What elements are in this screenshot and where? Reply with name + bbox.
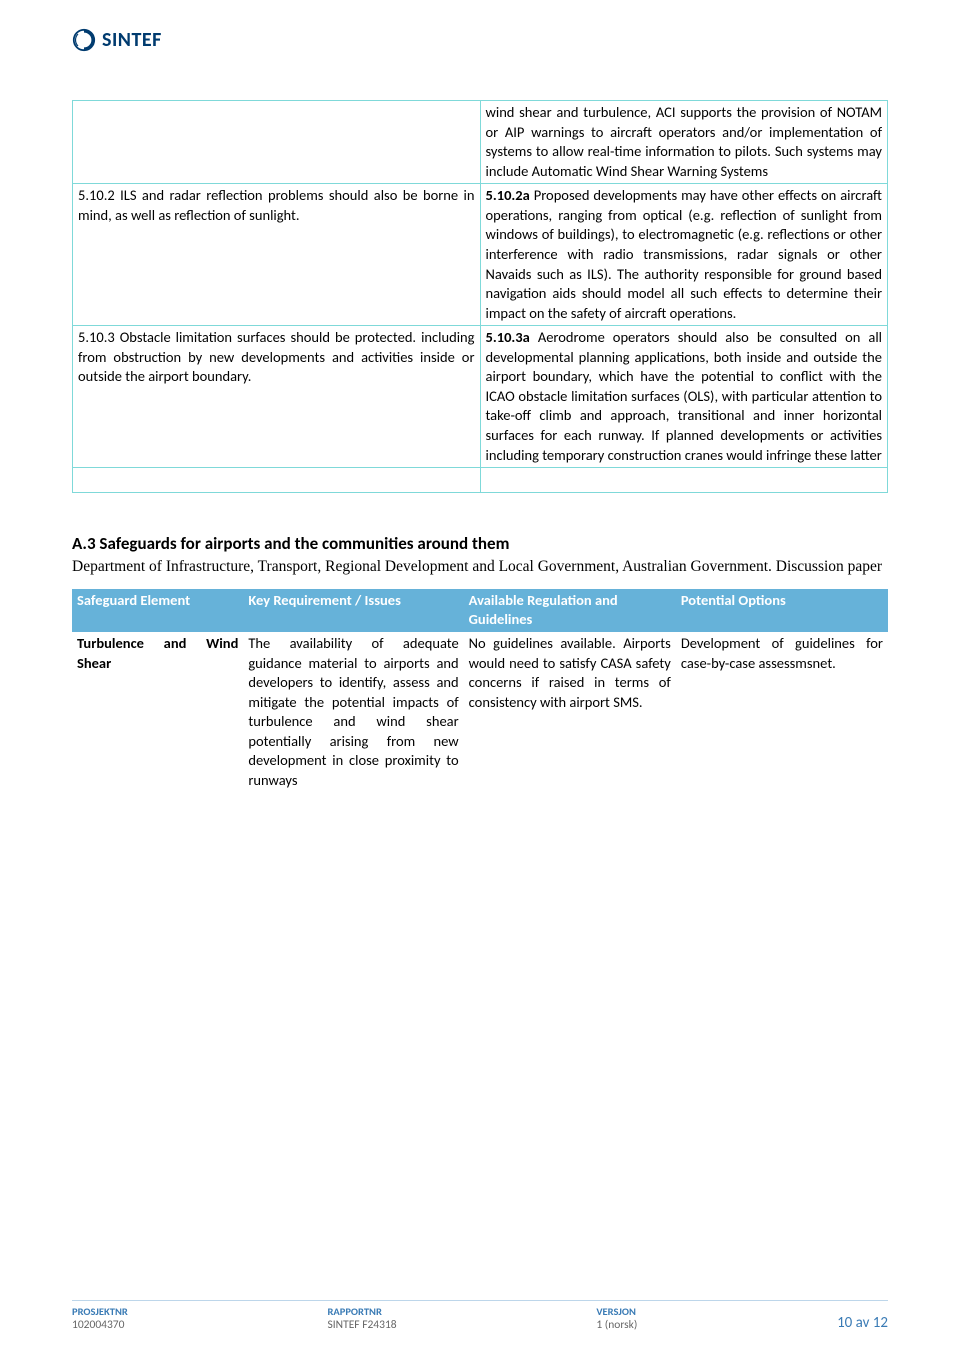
col-header: Key Requirement / Issues <box>243 589 463 632</box>
guidance-table: wind shear and turbulence, ACI supports … <box>72 100 888 493</box>
ref-label: 5.10.2a <box>486 186 530 204</box>
logo: SINTEF <box>72 28 888 52</box>
footer-label: VERSJON <box>596 1305 637 1318</box>
cell: The availability of adequate guidance ma… <box>243 632 463 793</box>
footer-label: RAPPORTNR <box>327 1305 396 1318</box>
footer-value: 102004370 <box>72 1318 128 1332</box>
table-row: 5.10.3 Obstacle limitation surfaces shou… <box>73 326 888 468</box>
cell: Turbulence and Wind Shear <box>72 632 243 793</box>
sintef-ring-icon <box>72 28 96 52</box>
cell-text: Proposed developments may have other eff… <box>486 186 883 321</box>
table-row: 5.10.2 ILS and radar reflection problems… <box>73 184 888 326</box>
col-header: Safeguard Element <box>72 589 243 632</box>
cell: Development of guidelines for case-by-ca… <box>676 632 888 793</box>
cell-left <box>73 468 481 493</box>
safeguard-table: Safeguard Element Key Requirement / Issu… <box>72 589 888 793</box>
section-subheading: Department of Infrastructure, Transport,… <box>72 557 888 577</box>
cell-left: 5.10.2 ILS and radar reflection problems… <box>73 184 481 326</box>
footer-value: 1 (norsk) <box>596 1318 637 1332</box>
table-row: Turbulence and Wind Shear The availabili… <box>72 632 888 793</box>
table-header-row: Safeguard Element Key Requirement / Issu… <box>72 589 888 632</box>
cell-left <box>73 101 481 184</box>
logo-text: SINTEF <box>102 28 162 52</box>
table-row: wind shear and turbulence, ACI supports … <box>73 101 888 184</box>
cell-right: 5.10.3a Aerodrome operators should also … <box>480 326 888 468</box>
cell-left: 5.10.3 Obstacle limitation surfaces shou… <box>73 326 481 468</box>
footer-col-project: PROSJEKTNR 102004370 <box>72 1305 128 1332</box>
cell-right <box>480 468 888 493</box>
cell-right: 5.10.2a Proposed developments may have o… <box>480 184 888 326</box>
table-row <box>73 468 888 493</box>
footer-label: PROSJEKTNR <box>72 1305 128 1318</box>
cell-right: wind shear and turbulence, ACI supports … <box>480 101 888 184</box>
cell-text: Turbulence and Wind Shear <box>77 634 238 672</box>
ref-label: 5.10.3a <box>486 328 530 346</box>
footer-col-version: VERSJON 1 (norsk) <box>596 1305 637 1332</box>
page-footer: PROSJEKTNR 102004370 RAPPORTNR SINTEF F2… <box>72 1300 888 1332</box>
page-number: 10 av 12 <box>837 1314 888 1332</box>
cell-text: Aerodrome operators should also be consu… <box>486 328 883 463</box>
col-header: Potential Options <box>676 589 888 632</box>
section-heading: A.3 Safeguards for airports and the comm… <box>72 533 888 554</box>
footer-col-report: RAPPORTNR SINTEF F24318 <box>327 1305 396 1332</box>
cell: No guidelines available. Airports would … <box>464 632 676 793</box>
col-header: Available Regulation and Guidelines <box>464 589 676 632</box>
footer-value: SINTEF F24318 <box>327 1318 396 1332</box>
